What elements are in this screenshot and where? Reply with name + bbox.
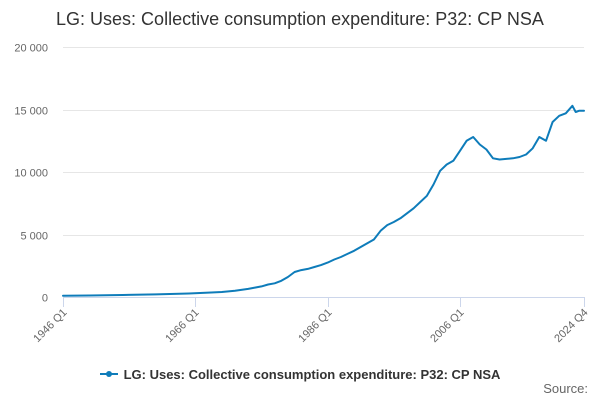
source-credit[interactable]: Source: <box>543 381 588 396</box>
series-layer <box>62 104 585 297</box>
x-tick-label: 2006 Q1 <box>428 307 466 345</box>
series-line <box>62 104 585 297</box>
y-tick-label: 10 000 <box>14 168 48 180</box>
legend-label: LG: Uses: Collective consumption expendi… <box>123 366 501 382</box>
y-axis-tick-labels: 0 5 000 10 000 15 000 20 000 <box>14 43 48 305</box>
y-tick-label: 15 000 <box>14 106 48 118</box>
grid-lines <box>63 47 584 298</box>
x-tick-label: 1946 Q1 <box>31 307 69 345</box>
x-axis <box>63 297 585 307</box>
legend-swatch-dot <box>105 371 112 377</box>
x-tick-label: 2024 Q4 <box>552 307 590 345</box>
legend-swatch-icon <box>99 370 118 378</box>
x-axis-tick-labels: 1946 Q1 1966 Q1 1986 Q1 2006 Q1 2024 Q4 <box>31 307 590 345</box>
chart-title: LG: Uses: Collective consumption expendi… <box>56 9 544 29</box>
y-tick-label: 5 000 <box>20 231 48 243</box>
x-tick-label: 1966 Q1 <box>163 307 201 345</box>
y-tick-label: 20 000 <box>14 43 48 55</box>
x-tick-label: 1986 Q1 <box>296 307 334 345</box>
legend[interactable]: LG: Uses: Collective consumption expendi… <box>0 365 600 383</box>
y-tick-label: 0 <box>42 293 48 305</box>
